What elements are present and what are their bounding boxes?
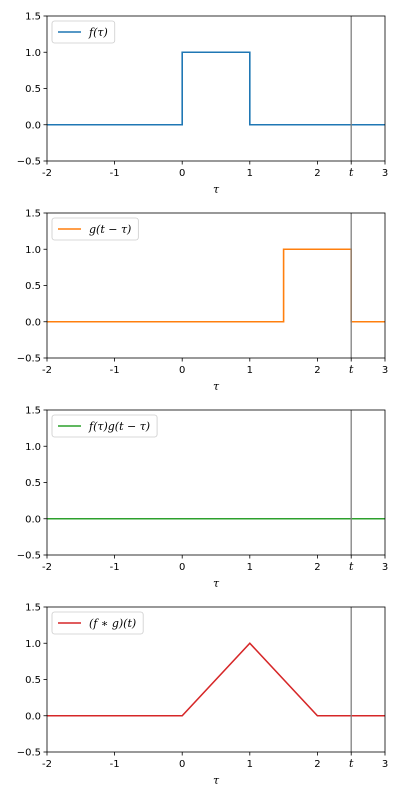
series-line-1 [47, 642, 385, 717]
legend-label: g(t − τ) [89, 223, 131, 236]
x-tick-label: -2 [42, 168, 52, 179]
y-tick-label: 1.5 [25, 209, 41, 220]
legend-box [51, 414, 158, 438]
y-tick-label: −0.5 [17, 551, 41, 562]
x-tick-label: 0 [179, 365, 185, 376]
x-axis-label: τ [213, 183, 220, 196]
y-tick-label: 0.5 [25, 84, 41, 95]
x-tick-label: -2 [42, 562, 52, 573]
y-tick-label: 1.0 [25, 442, 41, 453]
series-line-1 [47, 51, 385, 126]
y-tick-label: 0.5 [25, 281, 41, 292]
legend: g(t − τ) [51, 217, 139, 241]
x-tick-label: 1 [247, 365, 253, 376]
x-tick-label: 2 [314, 759, 320, 770]
x-axis-label: τ [213, 380, 220, 393]
x-tick-label: t [349, 166, 354, 179]
y-tick-label: 1.5 [25, 406, 41, 417]
x-tick-label: 3 [382, 759, 388, 770]
legend-label: (f ∗ g)(t) [89, 617, 136, 630]
y-tick-label: 1.5 [25, 12, 41, 23]
x-tick-label: -2 [42, 365, 52, 376]
y-tick-label: 0.5 [25, 478, 41, 489]
y-tick-label: 0.0 [25, 120, 41, 131]
x-tick-label: 2 [314, 562, 320, 573]
x-tick-label: 1 [247, 168, 253, 179]
y-tick-label: −0.5 [17, 157, 41, 168]
x-tick-label: t [349, 757, 354, 770]
x-tick-label: 2 [314, 365, 320, 376]
x-axis-label: τ [213, 577, 220, 590]
x-tick-label: -1 [110, 562, 120, 573]
subplot-3: -2 -1 0 1 2 t 3 −0.5 0.0 0.5 1.0 1.5 τ f(τ)g(t − τ) [17, 406, 388, 591]
legend: f(τ) [51, 20, 116, 44]
x-tick-label: 2 [314, 168, 320, 179]
x-tick-label: -2 [42, 759, 52, 770]
legend: (f ∗ g)(t) [51, 611, 144, 635]
series-line-1 [47, 248, 385, 323]
x-tick-label: 3 [382, 365, 388, 376]
legend-box [51, 20, 116, 44]
x-tick-label: -1 [110, 168, 120, 179]
y-tick-label: 0.5 [25, 675, 41, 686]
x-tick-label: -1 [110, 759, 120, 770]
y-tick-label: 1.0 [25, 639, 41, 650]
y-tick-label: 1.0 [25, 48, 41, 59]
y-tick-label: 0.0 [25, 514, 41, 525]
x-tick-label: 0 [179, 562, 185, 573]
x-tick-label: 0 [179, 759, 185, 770]
x-tick-label: 3 [382, 168, 388, 179]
subplot-1: -2 -1 0 1 2 t 3 −0.5 0.0 0.5 1.0 1.5 τ f(τ) [17, 12, 388, 197]
y-tick-label: −0.5 [17, 354, 41, 365]
legend-label: f(τ)g(t − τ) [88, 420, 150, 433]
y-tick-label: 0.0 [25, 711, 41, 722]
legend-label: f(τ) [88, 26, 108, 39]
x-tick-label: -1 [110, 365, 120, 376]
x-tick-label: t [349, 560, 354, 573]
subplot-2: -2 -1 0 1 2 t 3 −0.5 0.0 0.5 1.0 1.5 τ g(t − τ) [17, 209, 388, 394]
y-tick-label: −0.5 [17, 748, 41, 759]
x-tick-label: 1 [247, 562, 253, 573]
x-axis-label: τ [213, 774, 220, 787]
x-tick-label: 3 [382, 562, 388, 573]
y-tick-label: 1.5 [25, 603, 41, 614]
y-tick-label: 1.0 [25, 245, 41, 256]
x-tick-label: 1 [247, 759, 253, 770]
x-tick-label: t [349, 363, 354, 376]
y-tick-label: 0.0 [25, 317, 41, 328]
legend: f(τ)g(t − τ) [51, 414, 158, 438]
legend-box [51, 611, 144, 635]
legend-box [51, 217, 139, 241]
subplot-4: -2 -1 0 1 2 t 3 −0.5 0.0 0.5 1.0 1.5 τ (f ∗ g)(t) [17, 603, 388, 788]
x-tick-label: 0 [179, 168, 185, 179]
